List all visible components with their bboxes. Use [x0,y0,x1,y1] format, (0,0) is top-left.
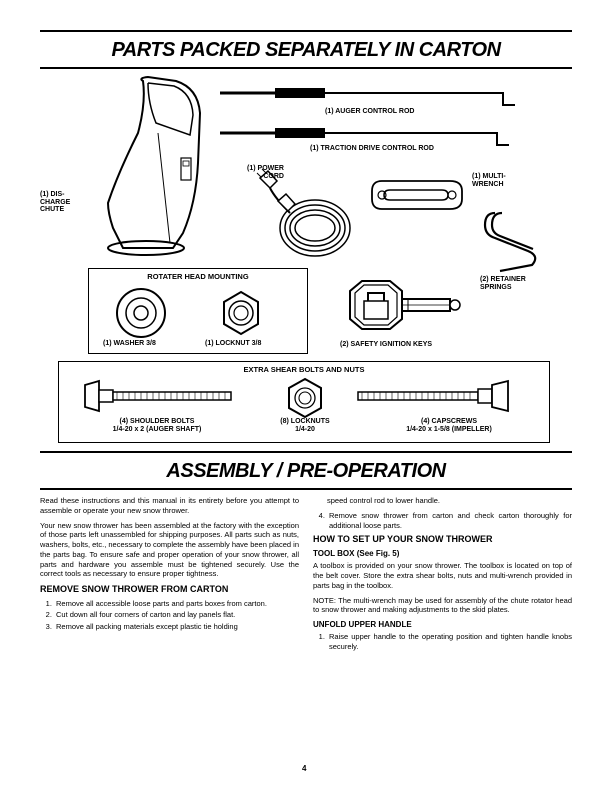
toolbox-para: A toolbox is provided on your snow throw… [313,561,572,590]
right-column: speed control rod to lower handle. Remov… [313,496,572,656]
unfold-step-1: Raise upper handle to the operating posi… [327,632,572,652]
note-para: NOTE: The multi-wrench may be used for a… [313,596,572,616]
remove-heading: REMOVE SNOW THROWER FROM CARTON [40,584,299,596]
multi-wrench-icon [370,171,470,219]
washer-label: (1) WASHER 3/8 [103,340,156,348]
discharge-chute-icon [98,73,228,263]
intro-1: Read these instructions and this manual … [40,496,299,516]
safety-keys-icon [332,273,462,341]
top-rule [40,30,572,32]
remove-list: Remove all accessible loose parts and pa… [40,599,299,632]
setup-heading: HOW TO SET UP YOUR SNOW THROWER [313,534,572,546]
rotater-box-title: ROTATER HEAD MOUNTING [89,269,307,281]
remove-step-4: Remove snow thrower from carton and chec… [327,511,572,531]
auger-rod-label: (1) AUGER CONTROL ROD [325,108,414,116]
locknuts8-label: (8) LOCKNUTS1/4-20 [269,418,341,433]
unfold-heading: UNFOLD UPPER HANDLE [313,620,572,630]
rule-4 [40,488,572,490]
locknut38-label: (1) LOCKNUT 3/8 [205,340,261,348]
traction-rod-label: (1) TRACTION DRIVE CONTROL ROD [310,145,434,153]
remove-step-3: Remove all packing materials except plas… [54,622,299,632]
parts-title: PARTS PACKED SEPARATELY IN CARTON [40,36,572,65]
remove-list-cont: Remove snow thrower from carton and chec… [313,511,572,531]
page-number: 4 [302,764,306,774]
washer-icon [115,287,167,339]
shoulder-bolts-label: (4) SHOULDER BOLTS1/4-20 x 2 (AUGER SHAF… [87,418,227,433]
power-cord-label: (1) POWERCORD [238,165,284,180]
locknut-center-icon [284,377,326,419]
text-columns: Read these instructions and this manual … [40,496,572,656]
toolbox-heading: TOOL BOX (See Fig. 5) [313,549,572,559]
capscrew-icon [354,379,534,415]
discharge-chute-label: (1) DIS-CHARGECHUTE [40,191,92,214]
rotater-box: ROTATER HEAD MOUNTING (1) WASHER 3/8 (1)… [88,268,308,354]
rule-2 [40,67,572,69]
auger-rod-icon [215,79,525,107]
retainer-springs-icon [480,203,550,278]
unfold-list: Raise upper handle to the operating posi… [313,632,572,652]
left-column: Read these instructions and this manual … [40,496,299,656]
shear-box-title: EXTRA SHEAR BOLTS AND NUTS [59,362,549,374]
intro-2: Your new snow thrower has been assembled… [40,521,299,580]
locknut38-icon [217,289,265,337]
shoulder-bolt-icon [79,379,239,415]
parts-diagram: (1) DIS-CHARGECHUTE (1) AUGER CONTROL RO… [40,73,572,445]
remove-step-2: Cut down all four corners of carton and … [54,610,299,620]
assembly-title: ASSEMBLY / PRE-OPERATION [40,457,572,486]
capscrews-label: (4) CAPSCREWS1/4-20 x 1-5/8 (IMPELLER) [379,418,519,433]
cont-step-3: speed control rod to lower handle. [327,496,572,506]
shear-box: EXTRA SHEAR BOLTS AND NUTS [58,361,550,443]
remove-step-1: Remove all accessible loose parts and pa… [54,599,299,609]
retainer-springs-label: (2) RETAINERSPRINGS [480,276,550,291]
multi-wrench-label: (1) MULTI-WRENCH [472,173,522,188]
rule-3 [40,451,572,453]
safety-keys-label: (2) SAFETY IGNITION KEYS [340,341,432,349]
traction-rod-icon [215,119,525,147]
